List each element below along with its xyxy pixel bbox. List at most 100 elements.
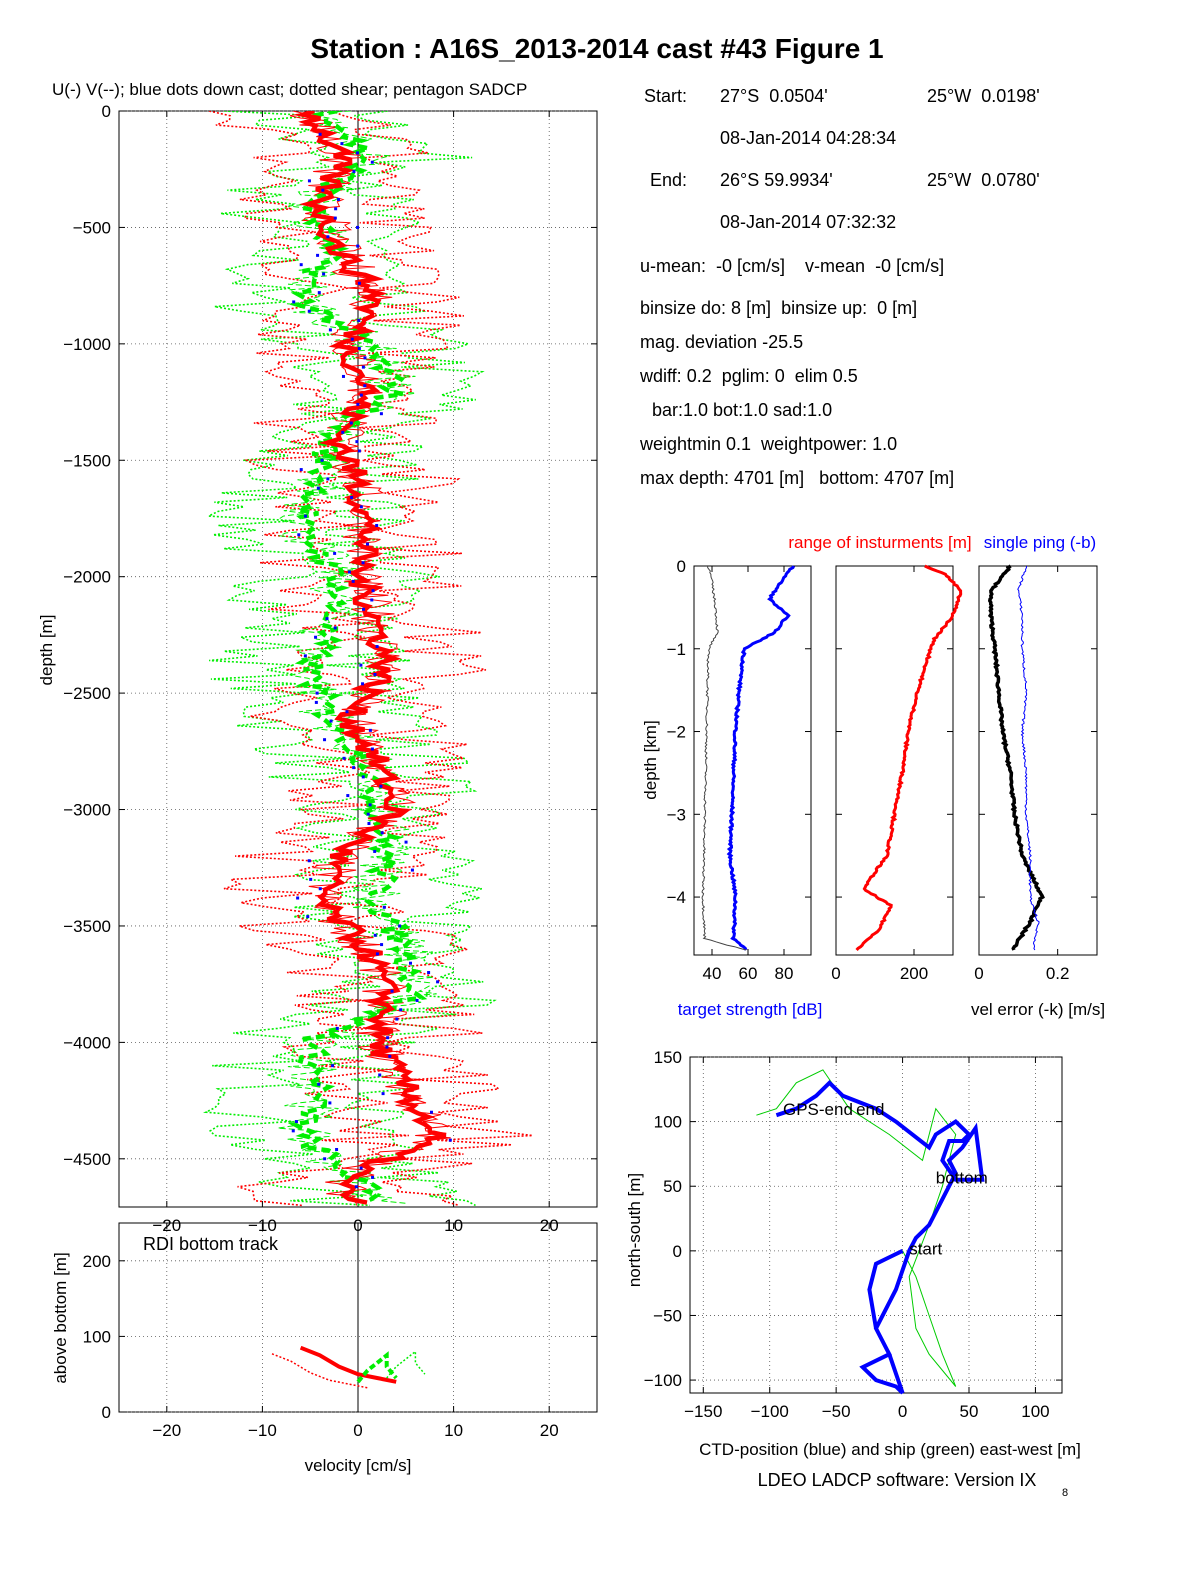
position-annotation: GPS-end bbox=[783, 1100, 853, 1119]
bottom-track-ytick-label: 100 bbox=[83, 1327, 111, 1346]
bottom-track-xtick-label: −20 bbox=[152, 1421, 181, 1440]
mag-deviation: mag. deviation -25.5 bbox=[640, 332, 804, 352]
velocity-profile-ytick-label: −2500 bbox=[63, 684, 111, 703]
downcast-dot bbox=[326, 235, 330, 239]
velocity-profile-title: U(-) V(--); blue dots down cast; dotted … bbox=[52, 80, 527, 99]
downcast-dot bbox=[350, 337, 354, 341]
downcast-dot bbox=[352, 170, 356, 174]
downcast-dot bbox=[363, 356, 367, 360]
bottom-track-u-shear bbox=[271, 1353, 368, 1389]
velocity-profile-ytick-label: −1000 bbox=[63, 335, 111, 354]
downcast-dot bbox=[321, 188, 325, 192]
weightmin: weightmin 0.1 weightpower: 1.0 bbox=[640, 434, 898, 454]
downcast-dot bbox=[352, 766, 356, 770]
target-strength-xtick-label: 40 bbox=[703, 964, 722, 983]
downcast-dot bbox=[307, 309, 311, 313]
downcast-dot bbox=[299, 468, 303, 472]
downcast-dot bbox=[427, 971, 431, 975]
bottom-track-xlabel: velocity [cm/s] bbox=[305, 1456, 412, 1475]
downcast-dot bbox=[303, 514, 307, 518]
downcast-dot bbox=[363, 384, 367, 388]
downcast-dot bbox=[316, 253, 320, 257]
downcast-dot bbox=[361, 365, 365, 369]
velocity-profile-ytick-label: −4500 bbox=[63, 1150, 111, 1169]
downcast-dot bbox=[323, 1157, 327, 1161]
figure-title: Station : A16S_2013-2014 cast #43 Figure… bbox=[310, 33, 883, 64]
single-ping-title: single ping (-b) bbox=[984, 533, 1096, 552]
position-xtick-label: 50 bbox=[960, 1402, 979, 1421]
target-strength-ytick-label: −3 bbox=[667, 805, 686, 824]
downcast-dot bbox=[316, 486, 320, 490]
downcast-dot bbox=[375, 952, 379, 956]
downcast-dot bbox=[333, 626, 337, 630]
downcast-dot bbox=[325, 617, 329, 621]
target-strength-frame bbox=[693, 565, 812, 956]
position-ytick-label: −100 bbox=[644, 1371, 682, 1390]
downcast-dot bbox=[381, 1092, 385, 1096]
downcast-dot bbox=[366, 812, 370, 816]
velocity-error-frame bbox=[978, 565, 1098, 956]
downcast-dot bbox=[388, 1054, 392, 1058]
target-strength-xtick-label: 60 bbox=[739, 964, 758, 983]
instrument-range-xtick-label: 0 bbox=[831, 964, 840, 983]
position-xtick-label: −150 bbox=[684, 1402, 722, 1421]
downcast-dot bbox=[336, 197, 340, 201]
downcast-dot bbox=[307, 859, 311, 863]
downcast-dot bbox=[322, 272, 326, 276]
bottom-track-xtick-label: −10 bbox=[248, 1421, 277, 1440]
downcast-dot bbox=[371, 1175, 375, 1179]
downcast-dot bbox=[371, 589, 375, 593]
position-annotation: start bbox=[909, 1240, 942, 1259]
bottom-track-xtick-label: 20 bbox=[540, 1421, 559, 1440]
downcast-dot bbox=[341, 374, 345, 378]
start-time: 08-Jan-2014 04:28:34 bbox=[720, 128, 897, 148]
position-xtick-label: 100 bbox=[1021, 1402, 1049, 1421]
downcast-dot bbox=[328, 1101, 332, 1105]
bottom-track-ytick-label: 0 bbox=[102, 1403, 111, 1422]
downcast-dot bbox=[354, 1185, 358, 1189]
velocity-profile-ytick-label: −2000 bbox=[63, 568, 111, 587]
position-ytick-label: 150 bbox=[654, 1048, 682, 1067]
downcast-dot bbox=[314, 635, 318, 639]
downcast-dot bbox=[356, 402, 360, 406]
wdiff: wdiff: 0.2 pglim: 0 elim 0.5 bbox=[640, 366, 858, 386]
downcast-dot bbox=[347, 570, 351, 574]
downcast-dot bbox=[317, 291, 321, 295]
target-strength-ytick-label: −1 bbox=[667, 640, 686, 659]
downcast-dot bbox=[365, 542, 369, 546]
velocity-profile-ytick-label: −4000 bbox=[63, 1033, 111, 1052]
v-shear bbox=[203, 111, 383, 1207]
downcast-dot bbox=[345, 710, 349, 714]
position-ytick-label: 50 bbox=[663, 1177, 682, 1196]
downcast-dot bbox=[329, 719, 333, 723]
velocity-error-series-0 bbox=[987, 564, 1045, 951]
start-label: Start: bbox=[644, 86, 688, 106]
ship-track bbox=[756, 1069, 957, 1387]
bottom-track-ylabel: above bottom [m] bbox=[51, 1252, 70, 1383]
position-xtick-label: −50 bbox=[822, 1402, 851, 1421]
downcast-dot bbox=[296, 896, 300, 900]
downcast-dot bbox=[335, 1026, 339, 1030]
mean-velocity: u-mean: -0 [cm/s] v-mean -0 [cm/s] bbox=[640, 256, 945, 276]
downcast-dot bbox=[299, 263, 303, 267]
downcast-dot bbox=[297, 533, 301, 537]
target-strength-ytick-label: −4 bbox=[667, 888, 686, 907]
downcast-dot bbox=[410, 868, 414, 872]
downcast-dot bbox=[320, 458, 324, 462]
downcast-dot bbox=[359, 1166, 363, 1170]
downcast-dot bbox=[368, 728, 372, 732]
instrument-range-series-0 bbox=[855, 564, 963, 951]
bottom-track-xtick-label: 10 bbox=[444, 1421, 463, 1440]
downcast-dot bbox=[368, 803, 372, 807]
bottom-track-v bbox=[356, 1351, 398, 1384]
bottom-track-title: RDI bottom track bbox=[143, 1234, 279, 1254]
target-strength-ytick-label: −2 bbox=[667, 723, 686, 742]
velocity-profile-ytick-label: −500 bbox=[73, 218, 111, 237]
target-strength-xtick-label: 80 bbox=[775, 964, 794, 983]
downcast-dot bbox=[370, 598, 374, 602]
downcast-dot bbox=[359, 505, 363, 509]
downcast-dot bbox=[323, 738, 327, 742]
bottom-track-v-shear bbox=[386, 1349, 426, 1379]
downcast-dot bbox=[380, 831, 384, 835]
